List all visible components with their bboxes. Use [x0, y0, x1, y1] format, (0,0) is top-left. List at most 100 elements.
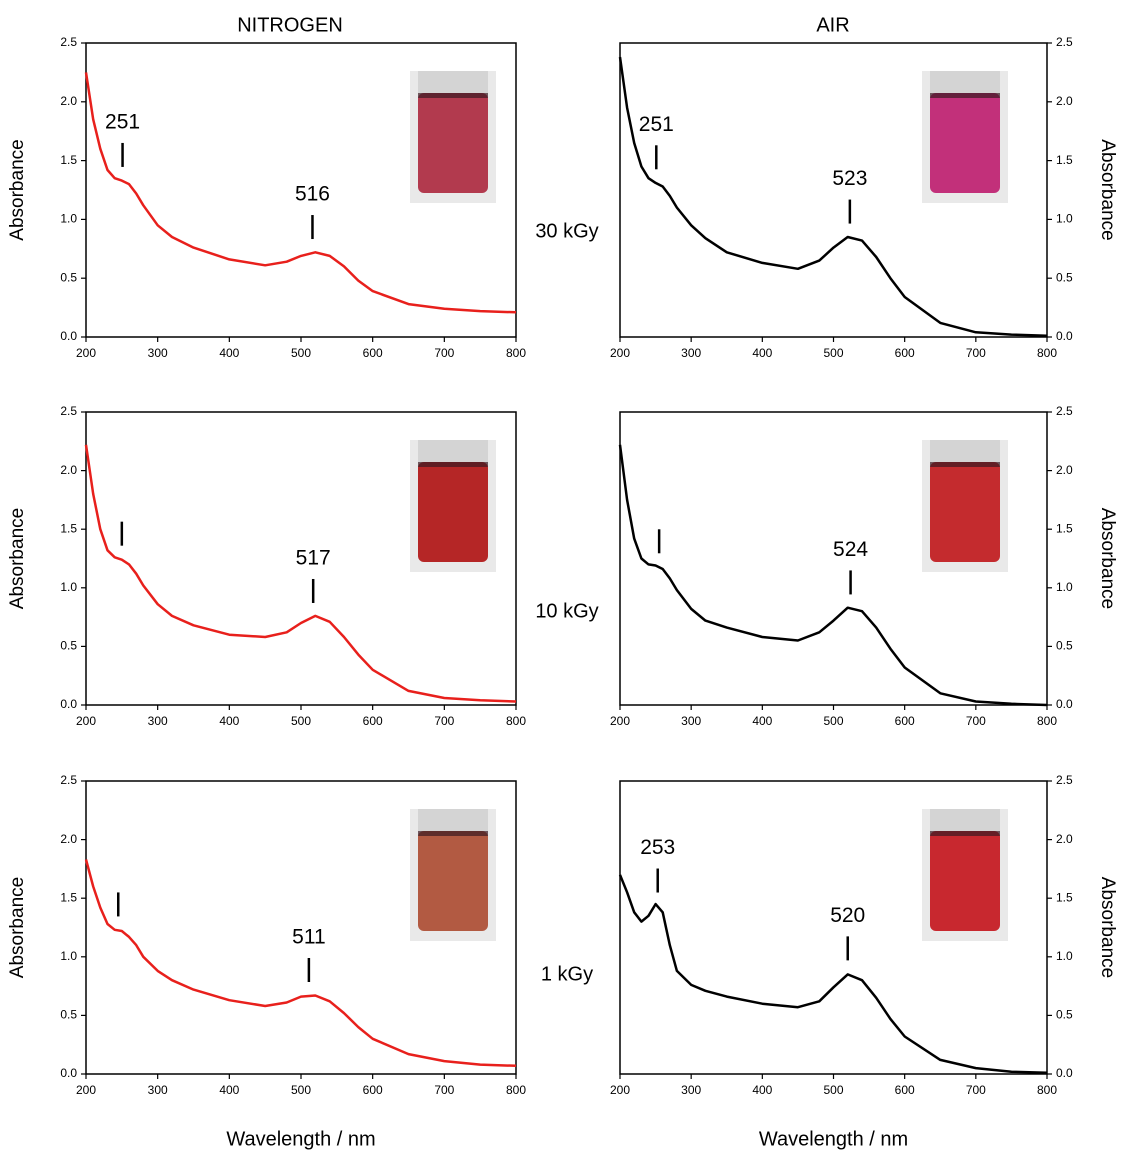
y-axis-label: Absorbance — [1097, 877, 1118, 978]
x-tick-label: 300 — [148, 714, 168, 728]
x-tick-label: 800 — [1037, 714, 1057, 728]
x-tick-label: 200 — [610, 346, 630, 360]
peak-label: 251 — [105, 110, 140, 133]
y-tick-label: 0.5 — [1056, 270, 1073, 284]
y-tick-label: 2.5 — [1056, 404, 1073, 418]
y-tick-label: 2.0 — [60, 94, 77, 108]
y-tick-label: 0.5 — [60, 639, 77, 653]
spectrum-line — [84, 72, 517, 314]
vial-liquid — [930, 462, 1000, 562]
peak-label: 524 — [833, 538, 868, 561]
vial-meniscus — [930, 831, 1000, 836]
vial-cap — [930, 71, 1000, 93]
vial-liquid — [930, 831, 1000, 931]
y-tick-label: 0.5 — [1056, 639, 1073, 653]
y-tick-label: 2.5 — [1056, 35, 1073, 49]
y-tick-label: 0.0 — [60, 697, 77, 711]
x-tick-label: 600 — [895, 714, 915, 728]
x-tick-label: 500 — [823, 1083, 843, 1097]
vial-liquid — [418, 93, 488, 193]
x-tick-label: 800 — [506, 346, 526, 360]
vial-cap — [930, 809, 1000, 831]
x-tick-label: 700 — [434, 346, 454, 360]
row-label: 10 kGy — [535, 600, 598, 622]
column-title: AIR — [816, 14, 849, 36]
y-tick-label: 2.0 — [60, 832, 77, 846]
peak-label: 523 — [832, 167, 867, 190]
x-tick-label: 600 — [363, 714, 383, 728]
x-tick-label: 600 — [363, 346, 383, 360]
x-tick-label: 400 — [219, 1083, 239, 1097]
x-tick-label: 400 — [219, 346, 239, 360]
spectrum-line — [618, 874, 1048, 1075]
x-tick-label: 400 — [752, 714, 772, 728]
x-tick-label: 300 — [148, 1083, 168, 1097]
x-tick-label: 300 — [148, 346, 168, 360]
y-tick-label: 0.5 — [60, 270, 77, 284]
y-tick-label: 2.5 — [1056, 773, 1073, 787]
y-tick-label: 1.5 — [1056, 153, 1073, 167]
spectrum-line — [84, 444, 517, 703]
spectrum-line — [618, 444, 1048, 707]
y-tick-label: 2.5 — [60, 404, 77, 418]
vial-meniscus — [930, 93, 1000, 98]
y-tick-label: 1.0 — [1056, 212, 1073, 226]
y-tick-label: 0.5 — [60, 1008, 77, 1022]
vial-liquid — [418, 462, 488, 562]
y-tick-label: 2.0 — [1056, 463, 1073, 477]
vial-meniscus — [418, 93, 488, 98]
y-tick-label: 1.5 — [1056, 521, 1073, 535]
peak-label: 251 — [639, 113, 674, 136]
x-tick-label: 200 — [76, 1083, 96, 1097]
vial-meniscus — [930, 462, 1000, 467]
x-tick-label: 700 — [434, 714, 454, 728]
column-title: NITROGEN — [237, 14, 343, 36]
y-tick-label: 1.0 — [1056, 580, 1073, 594]
x-tick-label: 700 — [966, 346, 986, 360]
y-tick-label: 0.5 — [1056, 1008, 1073, 1022]
x-tick-label: 800 — [506, 1083, 526, 1097]
y-tick-label: 1.5 — [60, 153, 77, 167]
x-tick-label: 500 — [291, 714, 311, 728]
x-tick-label: 200 — [610, 1083, 630, 1097]
x-tick-label: 400 — [219, 714, 239, 728]
y-tick-label: 1.0 — [1056, 949, 1073, 963]
y-tick-label: 1.0 — [60, 212, 77, 226]
x-tick-label: 500 — [291, 1083, 311, 1097]
x-axis-label: Wavelength / nm — [759, 1128, 908, 1150]
y-tick-label: 2.5 — [60, 35, 77, 49]
y-tick-label: 2.0 — [1056, 832, 1073, 846]
row-label: 30 kGy — [535, 220, 598, 242]
x-tick-label: 500 — [823, 714, 843, 728]
y-tick-label: 0.0 — [60, 329, 77, 343]
x-tick-label: 300 — [681, 714, 701, 728]
y-tick-label: 1.5 — [1056, 890, 1073, 904]
spectrum-line — [618, 56, 1048, 338]
x-tick-label: 400 — [752, 1083, 772, 1097]
x-tick-label: 600 — [895, 346, 915, 360]
spectrum-line — [84, 859, 517, 1068]
y-axis-label: Absorbance — [7, 139, 28, 240]
y-tick-label: 1.5 — [60, 521, 77, 535]
x-tick-label: 600 — [895, 1083, 915, 1097]
x-tick-label: 800 — [1037, 1083, 1057, 1097]
vial-cap — [418, 71, 488, 93]
x-tick-label: 800 — [506, 714, 526, 728]
y-tick-label: 1.0 — [60, 949, 77, 963]
row-label: 1 kGy — [541, 963, 593, 985]
x-tick-label: 700 — [966, 1083, 986, 1097]
x-tick-label: 700 — [966, 714, 986, 728]
y-tick-label: 1.5 — [60, 890, 77, 904]
vial-cap — [930, 440, 1000, 462]
vial-cap — [418, 809, 488, 831]
y-axis-label: Absorbance — [1097, 508, 1118, 609]
vial-cap — [418, 440, 488, 462]
x-axis-label: Wavelength / nm — [226, 1128, 375, 1150]
y-axis-label: Absorbance — [7, 877, 28, 978]
y-axis-label: Absorbance — [1097, 139, 1118, 240]
x-tick-label: 200 — [610, 714, 630, 728]
y-tick-label: 0.0 — [1056, 697, 1073, 711]
y-tick-label: 2.0 — [60, 463, 77, 477]
